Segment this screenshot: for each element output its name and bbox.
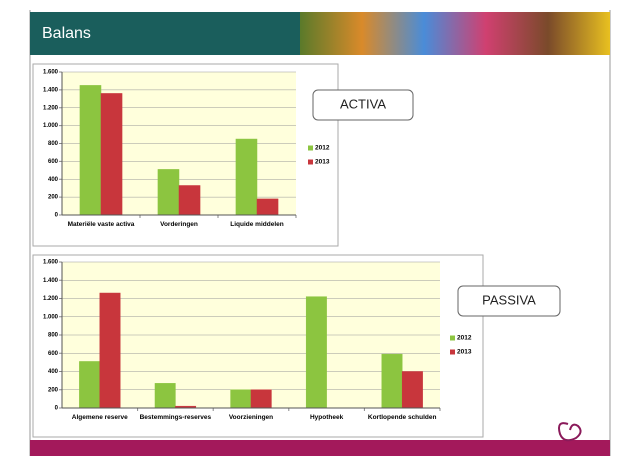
bar [99,292,121,409]
x-tick-label-box: Kortlopende schulden [367,414,437,421]
annotation-box [312,89,414,121]
bar [381,353,403,409]
x-tick-label: Materiële vaste activa [67,221,135,228]
x-tick-label-box: Liquide middelen [230,221,284,228]
y-tick-label: 1.200 [43,105,59,111]
bar [250,389,272,409]
x-tick-label: Kortlopende schulden [367,414,437,421]
x-tick-label: Algemene reserve [71,414,128,421]
y-tick-label: 800 [48,333,59,339]
y-tick-label: 1.600 [43,260,59,266]
y-tick-label: 1.400 [43,87,59,93]
y-tick-label: 400 [48,177,59,183]
legend-label: 2012 [315,145,330,152]
annotation: ACTIVA [340,96,386,111]
x-tick-label-box: Voorzieningen [228,414,274,421]
y-tick-label: 1.200 [43,296,59,302]
x-tick-label-box: Materiële vaste activa [67,221,135,228]
bar [235,138,258,216]
y-tick-label: 800 [48,141,59,147]
legend-label: 2012 [457,335,472,342]
y-tick-label: 200 [48,387,59,393]
bar [79,361,101,409]
legend-label: 2013 [315,159,330,166]
bar [100,93,123,216]
x-tick-label: Liquide middelen [230,221,284,228]
annotation: PASSIVA [482,292,536,307]
y-tick-label: 1.000 [43,123,59,129]
x-tick-label-box: Hypotheek [309,414,344,421]
y-tick-label: 600 [48,351,59,357]
x-tick-label: Vorderingen [160,221,198,228]
x-tick-label: Voorzieningen [228,414,274,421]
x-tick-label: Bestemmings-reserves [139,414,212,421]
y-tick-label: 400 [48,369,59,375]
y-tick-label: 0 [55,406,59,412]
legend-swatch [450,335,455,341]
header-title: Balans [42,25,91,42]
y-tick-label: 1.600 [43,70,59,76]
bar [79,85,102,216]
footer-bar [30,440,610,456]
bar [256,198,279,216]
bar [305,296,327,409]
legend-swatch [308,145,313,151]
legend-swatch [308,159,313,165]
y-tick-label: 0 [55,213,59,219]
bar [230,389,252,409]
y-tick-label: 1.000 [43,314,59,320]
x-tick-label-box: Bestemmings-reserves [139,414,212,421]
bar [154,383,176,409]
bar [401,371,423,409]
x-tick-label-box: Vorderingen [160,221,198,228]
header-photo [300,12,610,55]
header-bar [30,12,300,55]
bar [178,185,201,216]
y-tick-label: 600 [48,159,59,165]
logo [558,422,582,442]
annotation-box [457,285,561,317]
x-tick-label-box: Algemene reserve [71,414,128,421]
y-tick-label: 200 [48,195,59,201]
y-tick-label: 1.400 [43,278,59,284]
legend-swatch [450,349,455,355]
bar [157,169,180,216]
legend-label: 2013 [457,349,472,356]
x-tick-label: Hypotheek [309,414,344,421]
